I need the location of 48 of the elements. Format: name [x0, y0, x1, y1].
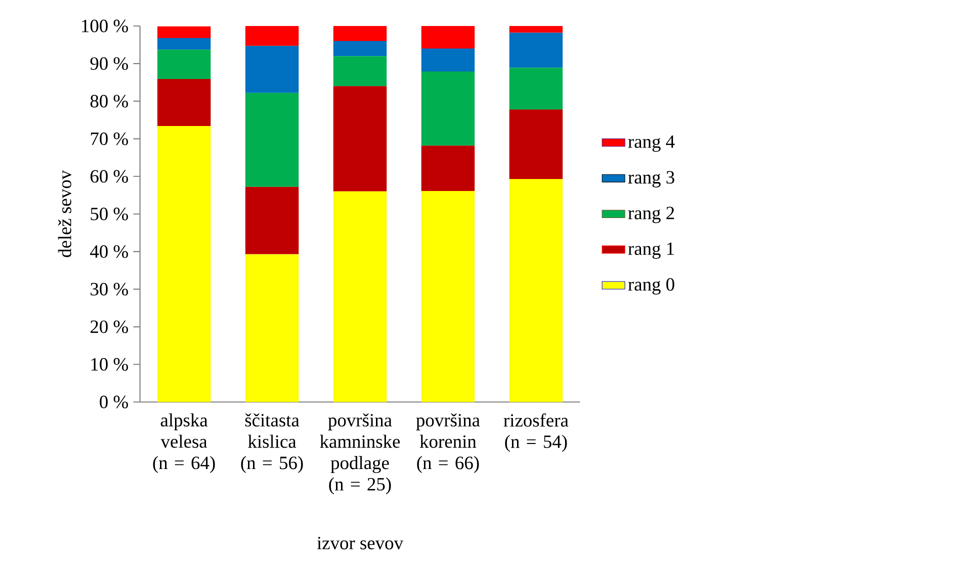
y-tick-label: 50 % — [90, 208, 128, 220]
x-tick-label: rizosfera (n = 54) — [504, 413, 568, 452]
bar — [509, 109, 563, 180]
bar — [509, 32, 563, 68]
bar — [245, 186, 299, 254]
bar — [157, 126, 211, 402]
bar — [509, 26, 563, 33]
y-tick-label: 100 % — [82, 20, 128, 32]
y-tick-label: 40 % — [90, 245, 128, 258]
bar — [157, 79, 211, 126]
bar — [333, 41, 387, 56]
bar — [333, 56, 387, 86]
x-axis-title: izvor sevov — [317, 536, 404, 550]
y-tick-label: 20 % — [90, 320, 128, 334]
x-tick-label: površina korenin (n = 66) — [416, 413, 480, 473]
bar — [421, 146, 475, 192]
bar — [421, 71, 475, 146]
legend-label: rang 3 — [628, 171, 674, 188]
y-tick-label: 70 % — [90, 132, 128, 146]
bar — [421, 26, 475, 49]
legend-label: rang 4 — [628, 135, 675, 152]
x-tick-label: površina kamninske podlage (n = 25) — [320, 413, 400, 494]
bar — [421, 48, 475, 72]
bar — [333, 86, 387, 192]
legend-label: rang 0 — [628, 278, 674, 295]
bar — [509, 179, 563, 402]
bar — [245, 254, 299, 402]
bar — [157, 38, 211, 50]
y-tick-label: 90 % — [90, 57, 128, 70]
y-tick-label: 30 % — [90, 282, 128, 296]
bar — [157, 26, 211, 38]
x-tick-label: alpska velesa (n = 64) — [153, 413, 215, 473]
bar — [509, 68, 563, 110]
y-tick-label: 0 % — [100, 396, 128, 408]
y-axis-title: delež sevov — [58, 170, 72, 258]
bar — [333, 26, 387, 42]
y-tick-label: 80 % — [90, 94, 128, 108]
legend-label: rang 2 — [628, 206, 674, 224]
bar — [333, 191, 387, 402]
bar — [245, 92, 299, 187]
y-tick-label: 10 % — [91, 358, 128, 371]
bar — [245, 46, 299, 93]
bar — [421, 191, 475, 402]
bar — [245, 26, 299, 46]
bar — [157, 50, 211, 80]
x-tick-label: ščitasta kislica (n = 56) — [241, 413, 303, 473]
y-tick-label: 60 % — [90, 170, 128, 183]
legend-label: rang 1 — [628, 242, 674, 259]
